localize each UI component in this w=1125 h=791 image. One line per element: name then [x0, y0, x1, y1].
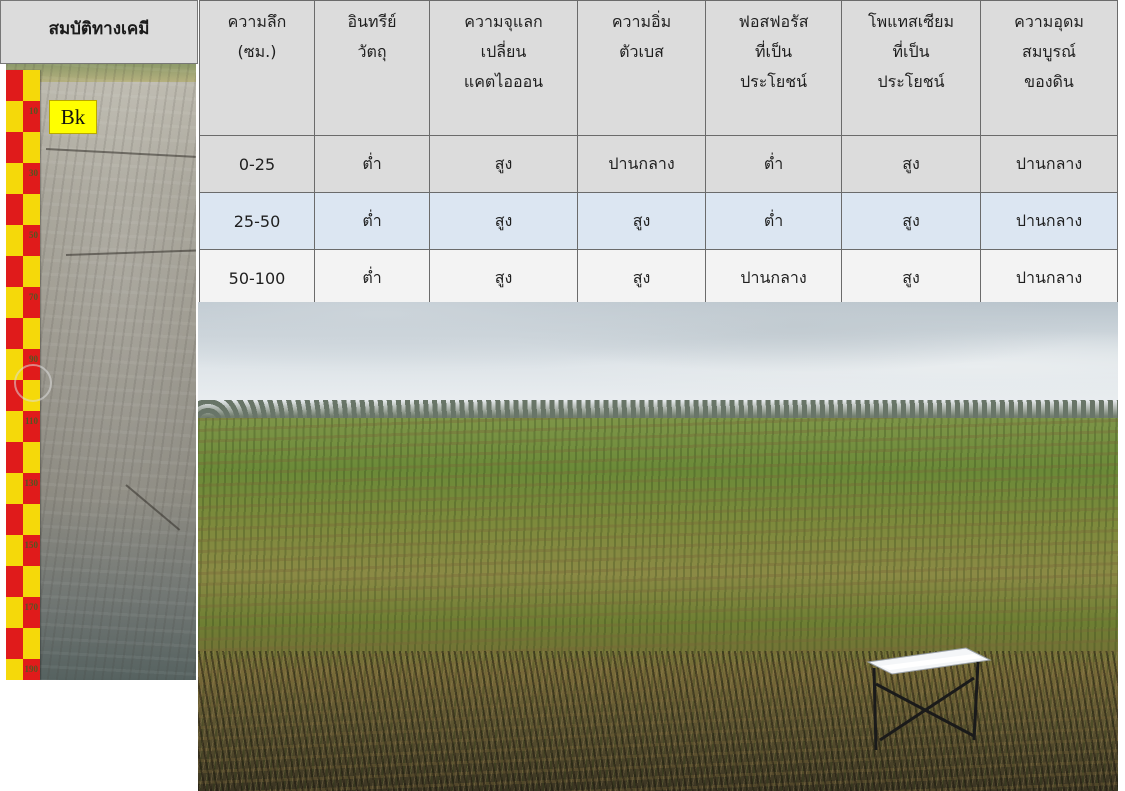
column-header: ความจุแลกเปลี่ยนแคตไอออน: [429, 0, 578, 136]
horizon-label: Bk: [49, 100, 97, 134]
table-row: 25-50 ต่ำ สูง สูง ต่ำ สูง ปานกลาง: [199, 192, 1118, 250]
column-header: ความลึก (ซม.): [199, 0, 315, 136]
ruler-segment: [23, 504, 40, 535]
table-cell: สูง: [841, 135, 981, 193]
column-header-line: ประโยชน์: [877, 72, 945, 91]
column-header-line: ความอิ่ม: [611, 12, 672, 31]
ruler-tick-label: 90: [29, 354, 38, 364]
column-header-line: ของดิน: [1024, 72, 1074, 91]
watermark-stamp-icon: [14, 364, 52, 402]
rice-field-landscape-photo: [198, 302, 1118, 791]
ruler-segment: [23, 411, 40, 442]
column-header: ฟอสฟอรัสที่เป็นประโยชน์: [705, 0, 842, 136]
table-cell: ต่ำ: [705, 135, 842, 193]
table-cell: สูง: [841, 192, 981, 250]
ruler-segment: [23, 287, 40, 318]
column-header-line: อินทรีย์: [347, 12, 397, 31]
ruler-segment: [23, 194, 40, 225]
table-header-row: ความลึก (ซม.) อินทรีย์ วัตถุ ความจุแลก เปลี่ย…: [199, 0, 1118, 136]
ruler-segment: [23, 473, 40, 504]
column-header-line: ที่เป็น: [754, 42, 793, 61]
table-cell: ปานกลาง: [705, 249, 842, 307]
ruler-segment: [23, 70, 40, 101]
column-header-line: ที่เป็น: [892, 42, 930, 61]
column-header: อินทรีย์วัตถุ: [314, 0, 430, 136]
ruler-segment: [23, 566, 40, 597]
column-header: ความอิ่มตัวเบส: [577, 0, 706, 136]
table-cell: ปานกลาง: [980, 135, 1118, 193]
table-cell: ต่ำ: [314, 192, 430, 250]
ruler-segment: [23, 659, 40, 680]
table-cell: สูง: [429, 249, 578, 307]
depth-cell: 25-50: [199, 192, 315, 250]
ruler-tick-label: 190: [24, 664, 39, 674]
column-header-line: เปลี่ยน: [480, 42, 527, 61]
column-header-line: แคตไอออน: [463, 72, 544, 91]
ruler-tick-label: 110: [24, 416, 38, 426]
ruler-segment: [23, 256, 40, 287]
ruler-tick-label: 50: [29, 230, 38, 240]
surface-grass: [6, 64, 196, 82]
ruler-tick-label: 170: [24, 602, 39, 612]
table-cell: สูง: [841, 249, 981, 307]
table-row: 0-25 ต่ำ สูง ปานกลาง ต่ำ สูง ปานกลาง: [199, 135, 1118, 193]
column-header-line: ความอุดม: [1014, 12, 1084, 31]
column-header-line: ประโยชน์: [739, 72, 808, 91]
ruler-segment: [23, 628, 40, 659]
table-cell: ต่ำ: [705, 192, 842, 250]
table-cell: ปานกลาง: [577, 135, 706, 193]
table-cell: ปานกลาง: [980, 192, 1118, 250]
ruler-tick-label: 30: [29, 168, 38, 178]
table-row: 50-100 ต่ำ สูง สูง ปานกลาง สูง ปานกลาง: [199, 249, 1118, 307]
table-cell: ต่ำ: [314, 249, 430, 307]
ruler-segment: [23, 318, 40, 349]
chemical-properties-table: ความลึก (ซม.) อินทรีย์ วัตถุ ความจุแลก เปลี่ย…: [199, 0, 1118, 307]
ruler-segment: [23, 442, 40, 473]
folding-stool-icon: [866, 647, 992, 751]
column-header-line: วัตถุ: [357, 42, 387, 61]
table-cell: ปานกลาง: [980, 249, 1118, 307]
column-header: โพแทสเซียมที่เป็นประโยชน์: [841, 0, 981, 136]
column-header-line: สมบูรณ์: [1022, 42, 1076, 61]
ruler-tick-label: 10: [29, 106, 38, 116]
table-cell: สูง: [429, 192, 578, 250]
ruler-tick-label: 70: [29, 292, 38, 302]
section-title-box: สมบัติทางเคมี: [0, 0, 198, 64]
ruler-segment: [23, 101, 40, 132]
column-header-line: ความจุแลก: [464, 12, 543, 31]
stubble-foreground: [198, 651, 1118, 791]
ruler-segment: [23, 535, 40, 566]
table-cell: ต่ำ: [314, 135, 430, 193]
rice-stubble-field: [198, 418, 1118, 791]
depth-cell: 50-100: [199, 249, 315, 307]
column-header-line: ความลึก: [227, 12, 287, 31]
column-header-line: ตัวเบส: [619, 42, 664, 61]
table-cell: สูง: [577, 249, 706, 307]
soil-profile-photo: 10 30 50 70 90 110 130 150 170 190 Bk: [6, 64, 196, 680]
tree-line: [198, 400, 1118, 420]
ruler-segment: [23, 225, 40, 256]
ruler-segment: [23, 163, 40, 194]
ruler-segment: [23, 132, 40, 163]
column-header-line: ฟอสฟอรัส: [738, 12, 809, 31]
section-title: สมบัติทางเคมี: [48, 19, 150, 39]
column-header: ความอุดมสมบูรณ์ของดิน: [980, 0, 1118, 136]
ruler-tick-label: 150: [24, 540, 39, 550]
table-body: 0-25 ต่ำ สูง ปานกลาง ต่ำ สูง ปานกลาง 25-50 ต่ำ สู…: [199, 135, 1118, 307]
table-cell: สูง: [429, 135, 578, 193]
ruler-segment: [23, 597, 40, 628]
column-header-line: (ซม.): [237, 42, 277, 61]
depth-cell: 0-25: [199, 135, 315, 193]
table-cell: สูง: [577, 192, 706, 250]
column-header-line: โพแทสเซียม: [867, 12, 954, 31]
ruler-tick-label: 130: [24, 478, 39, 488]
